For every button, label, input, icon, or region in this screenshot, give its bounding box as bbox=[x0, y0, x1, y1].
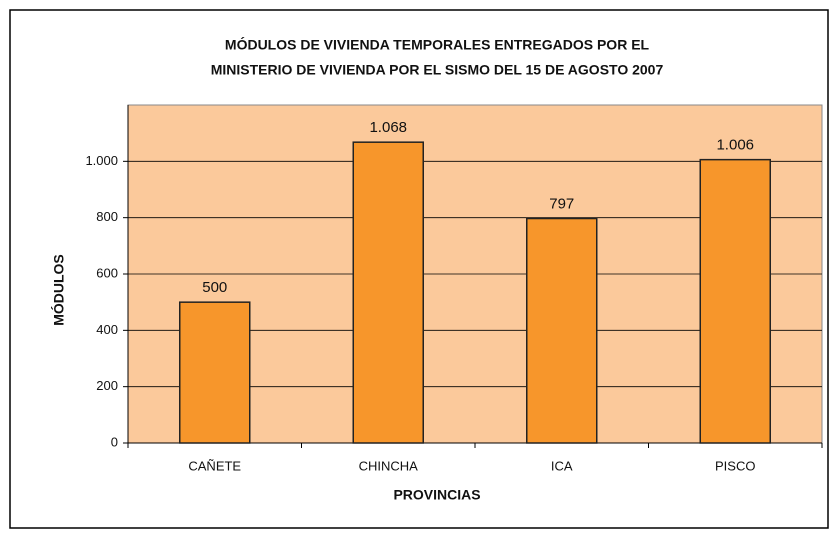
x-tick-label: CHINCHA bbox=[359, 458, 419, 473]
chart-title: MÓDULOS DE VIVIENDA TEMPORALES ENTREGADO… bbox=[225, 36, 650, 53]
bar bbox=[352, 141, 424, 444]
x-tick-label: ICA bbox=[551, 458, 573, 473]
y-tick-label: 400 bbox=[96, 322, 118, 337]
data-label: 500 bbox=[202, 279, 227, 296]
y-tick-label: 200 bbox=[96, 378, 118, 393]
y-tick-label: 1.000 bbox=[85, 153, 118, 168]
y-axis-title: MÓDULOS bbox=[50, 254, 67, 326]
x-tick-label: PISCO bbox=[715, 458, 755, 473]
x-tick-label: CAÑETE bbox=[188, 458, 241, 473]
y-tick-label: 0 bbox=[111, 434, 118, 449]
bar bbox=[526, 217, 598, 444]
bar bbox=[179, 301, 251, 444]
data-label: 1.068 bbox=[369, 119, 407, 136]
y-tick-label: 800 bbox=[96, 209, 118, 224]
x-axis-title: PROVINCIAS bbox=[393, 487, 480, 503]
bar bbox=[699, 158, 771, 444]
chart-title: MINISTERIO DE VIVIENDA POR EL SISMO DEL … bbox=[211, 62, 664, 78]
y-tick-label: 600 bbox=[96, 265, 118, 280]
data-label: 1.006 bbox=[716, 137, 754, 154]
data-label: 797 bbox=[549, 195, 574, 212]
